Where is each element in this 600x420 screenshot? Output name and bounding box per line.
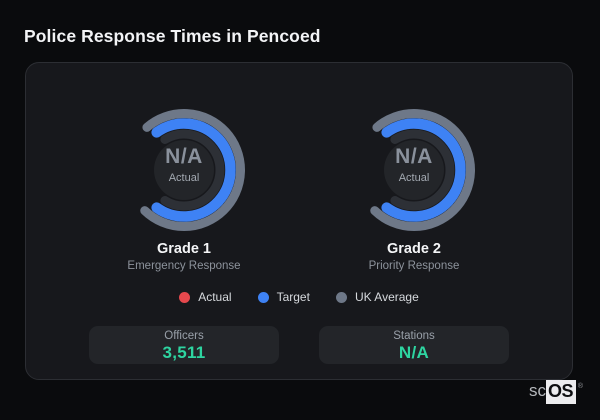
stat-value: 3,511: [162, 342, 206, 362]
actual-legend-dot-icon: [179, 291, 191, 303]
gauge-value: N/A: [395, 145, 433, 168]
legend-item-uk-average[interactable]: UK Average: [335, 290, 419, 304]
gauge-grade-2: N/A Actual Grade 2 Priority Response: [299, 108, 529, 273]
gauge-subtitle: Emergency Response: [127, 260, 241, 272]
legend-label: UK Average: [354, 290, 419, 304]
legend-item-target[interactable]: Target: [257, 290, 310, 304]
logo-boxed-text-inner: OS: [547, 381, 574, 401]
gauge-center-label: Actual: [169, 172, 200, 184]
target-ring: [151, 118, 236, 222]
gauge-title: Grade 1: [157, 241, 211, 257]
target-ring: [381, 118, 466, 222]
uk-average-ring: [140, 109, 245, 231]
gauge-value: N/A: [165, 145, 203, 168]
gauge-center-label: Actual: [399, 172, 430, 184]
page-title: Police Response Times in Pencoed: [24, 26, 321, 46]
gauge-center-disc: [384, 140, 444, 200]
stat-label: Officers: [164, 329, 204, 342]
radial-gauge-chart: N/A Actual: [140, 109, 245, 231]
gauge-subtitle: Priority Response: [368, 260, 460, 272]
stat-value: N/A: [398, 342, 430, 362]
response-times-card: N/A Actual Grade 1 Emergency Response N/…: [25, 62, 573, 380]
gauge-row: N/A Actual Grade 1 Emergency Response N/…: [26, 63, 572, 273]
gauge-center-disc: [154, 140, 214, 200]
scos-logo: sc OS ®: [528, 379, 583, 404]
logo-boxed-text: OS ®: [545, 380, 583, 404]
uk-average-ring: [370, 109, 475, 231]
legend-item-actual[interactable]: Actual: [179, 290, 232, 304]
actual-track-ring: [160, 129, 225, 211]
chart-legend: Actual Target UK Average: [26, 290, 572, 304]
uk-average-legend-dot-icon: [335, 291, 347, 303]
stat-card-officers: Officers 3,511: [89, 326, 279, 364]
stat-card-stations: Stations N/A: [319, 326, 509, 364]
actual-track-ring: [390, 129, 455, 211]
stats-row: Officers 3,511 Stations N/A: [26, 326, 572, 364]
radial-gauge-chart: N/A Actual: [370, 109, 475, 231]
gauge-title: Grade 2: [387, 241, 441, 257]
logo-text-prefix: sc: [528, 381, 546, 400]
registered-trademark-icon: ®: [577, 383, 583, 390]
legend-label: Target: [276, 290, 310, 304]
stat-label: Stations: [393, 329, 435, 342]
target-legend-dot-icon: [257, 291, 269, 303]
legend-label: Actual: [198, 290, 232, 304]
gauge-grade-1: N/A Actual Grade 1 Emergency Response: [69, 108, 299, 273]
